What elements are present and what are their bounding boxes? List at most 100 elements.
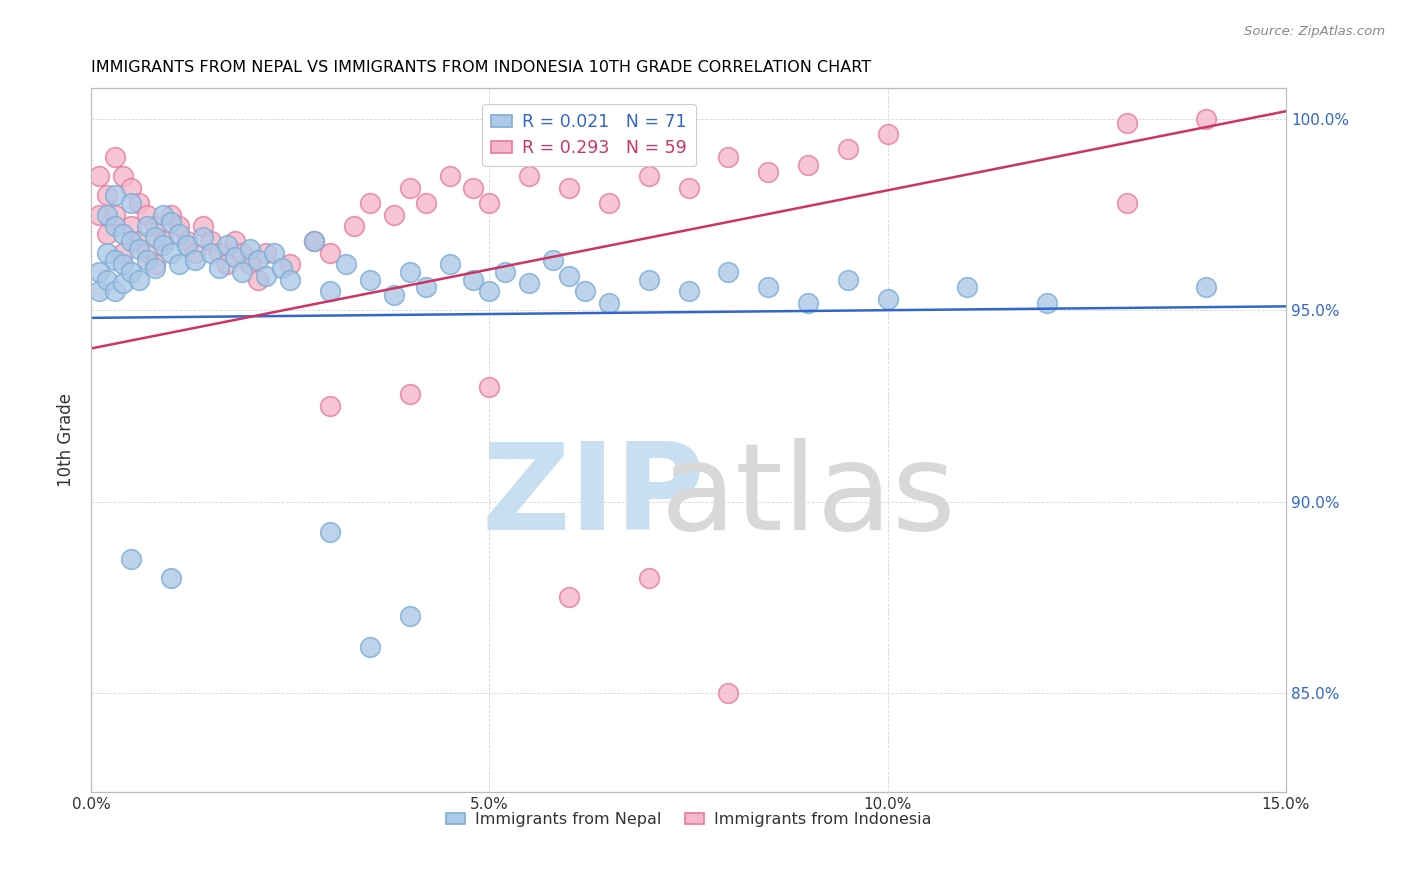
Point	[120, 265, 142, 279]
Point	[135, 219, 157, 233]
Point	[494, 265, 516, 279]
Point	[200, 245, 222, 260]
Point	[120, 235, 142, 249]
Point	[247, 272, 270, 286]
Point	[111, 245, 134, 260]
Point	[111, 227, 134, 241]
Point	[558, 180, 581, 194]
Point	[319, 525, 342, 540]
Point	[183, 245, 205, 260]
Point	[104, 219, 127, 233]
Point	[415, 196, 437, 211]
Point	[319, 399, 342, 413]
Text: IMMIGRANTS FROM NEPAL VS IMMIGRANTS FROM INDONESIA 10TH GRADE CORRELATION CHART: IMMIGRANTS FROM NEPAL VS IMMIGRANTS FROM…	[91, 60, 872, 75]
Point	[96, 208, 118, 222]
Point	[87, 169, 110, 184]
Point	[224, 250, 246, 264]
Point	[135, 208, 157, 222]
Point	[143, 219, 166, 233]
Point	[176, 238, 198, 252]
Point	[254, 268, 277, 283]
Point	[415, 280, 437, 294]
Point	[797, 295, 820, 310]
Point	[128, 196, 150, 211]
Point	[159, 215, 181, 229]
Point	[319, 245, 342, 260]
Point	[956, 280, 979, 294]
Point	[191, 230, 214, 244]
Point	[335, 257, 357, 271]
Point	[359, 272, 381, 286]
Point	[104, 253, 127, 268]
Point	[398, 387, 420, 401]
Point	[1115, 116, 1137, 130]
Point	[176, 235, 198, 249]
Point	[159, 208, 181, 222]
Point	[678, 180, 700, 194]
Point	[128, 235, 150, 249]
Point	[87, 284, 110, 298]
Point	[159, 571, 181, 585]
Point	[167, 219, 190, 233]
Point	[717, 150, 740, 164]
Point	[96, 272, 118, 286]
Point	[637, 272, 659, 286]
Legend: Immigrants from Nepal, Immigrants from Indonesia: Immigrants from Nepal, Immigrants from I…	[440, 805, 938, 834]
Point	[231, 265, 253, 279]
Point	[135, 253, 157, 268]
Point	[96, 245, 118, 260]
Point	[1115, 196, 1137, 211]
Point	[239, 257, 262, 271]
Point	[231, 245, 253, 260]
Point	[478, 380, 501, 394]
Point	[756, 165, 779, 179]
Point	[111, 169, 134, 184]
Point	[104, 150, 127, 164]
Point	[207, 261, 229, 276]
Point	[263, 245, 285, 260]
Point	[143, 261, 166, 276]
Y-axis label: 10th Grade: 10th Grade	[58, 393, 75, 487]
Point	[191, 219, 214, 233]
Point	[876, 127, 898, 141]
Point	[359, 196, 381, 211]
Point	[574, 284, 596, 298]
Point	[239, 242, 262, 256]
Point	[224, 235, 246, 249]
Point	[382, 208, 405, 222]
Point	[598, 295, 620, 310]
Point	[1036, 295, 1059, 310]
Point	[637, 571, 659, 585]
Point	[152, 235, 174, 249]
Point	[837, 272, 859, 286]
Point	[439, 257, 461, 271]
Point	[463, 272, 485, 286]
Point	[111, 257, 134, 271]
Point	[637, 169, 659, 184]
Point	[398, 609, 420, 624]
Point	[167, 257, 190, 271]
Point	[183, 253, 205, 268]
Point	[478, 284, 501, 298]
Point	[87, 265, 110, 279]
Text: atlas: atlas	[661, 438, 956, 555]
Point	[343, 219, 366, 233]
Point	[876, 292, 898, 306]
Point	[756, 280, 779, 294]
Point	[120, 180, 142, 194]
Point	[463, 180, 485, 194]
Point	[302, 235, 325, 249]
Point	[111, 277, 134, 291]
Point	[439, 169, 461, 184]
Point	[128, 242, 150, 256]
Point	[1195, 280, 1218, 294]
Point	[120, 219, 142, 233]
Point	[598, 196, 620, 211]
Point	[558, 268, 581, 283]
Point	[143, 230, 166, 244]
Point	[96, 227, 118, 241]
Point	[478, 196, 501, 211]
Point	[135, 245, 157, 260]
Point	[278, 257, 301, 271]
Point	[278, 272, 301, 286]
